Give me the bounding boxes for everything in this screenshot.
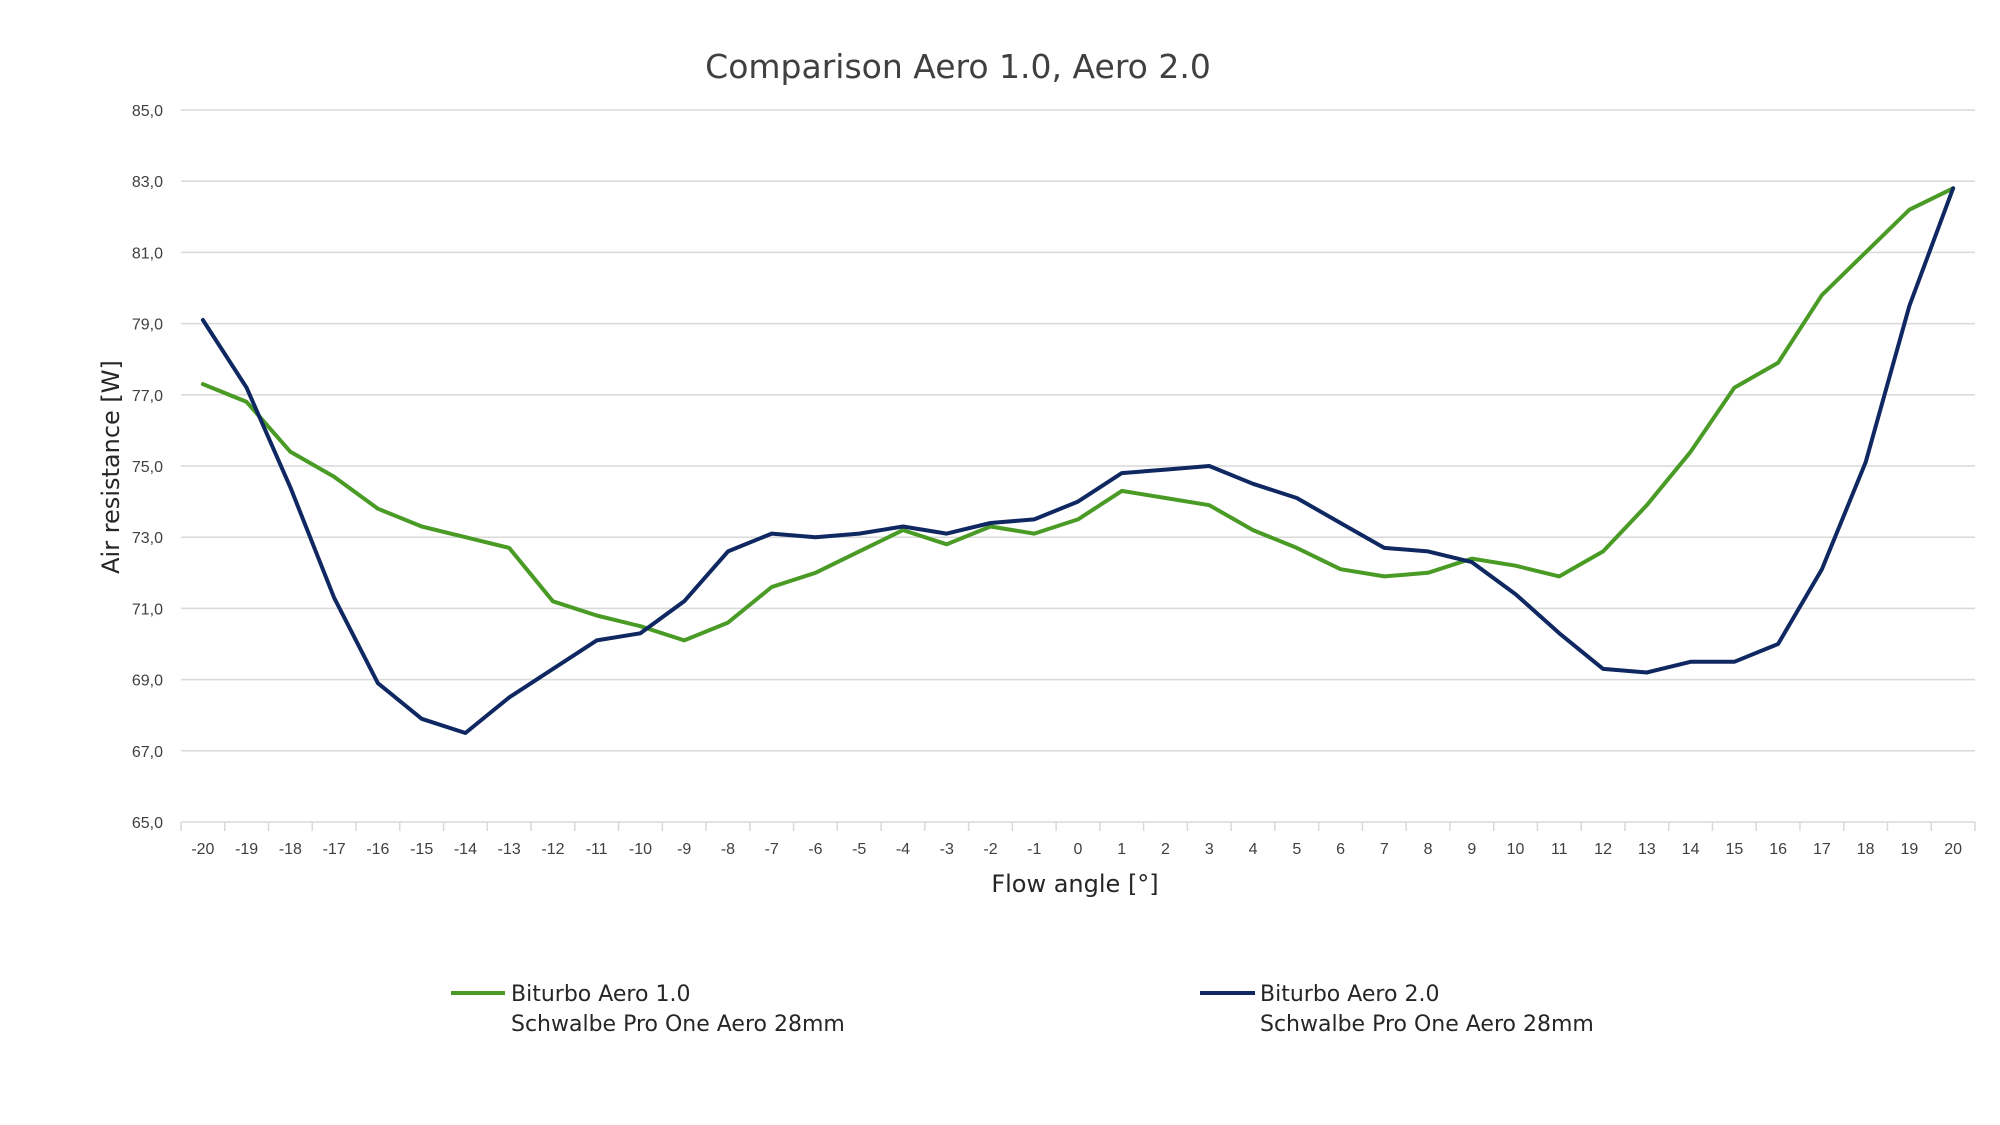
x-tick-label: 0 [1074,841,1083,858]
x-tick-label: -1 [1027,841,1041,858]
x-tick-label: -17 [323,841,346,858]
x-tick-label: -14 [454,841,477,858]
series-lines [200,186,1956,735]
chart-title: Comparison Aero 1.0, Aero 2.0 [705,47,1211,86]
x-tick-label: 6 [1336,841,1345,858]
x-tick-label: -16 [366,841,389,858]
legend-sublabel-aero-2: Schwalbe Pro One Aero 28mm [1260,1012,1594,1037]
x-tick-label: 4 [1249,841,1258,858]
x-tick-label: 18 [1857,841,1875,858]
x-tick-label: 2 [1161,841,1170,858]
x-tick-label: -18 [279,841,302,858]
legend-label-aero-1: Biturbo Aero 1.0 [511,982,690,1007]
x-tick-label: 10 [1507,841,1525,858]
y-tick-label: 67,0 [132,744,163,761]
x-tick-label: 15 [1725,841,1743,858]
x-tick-label: -19 [235,841,258,858]
gridlines [181,109,1975,823]
x-tick-label: 17 [1813,841,1831,858]
y-tick-label: 69,0 [132,673,163,690]
x-axis-title: Flow angle [°] [991,870,1158,898]
x-tick-label: -7 [765,841,779,858]
x-tick-label: -4 [896,841,910,858]
x-tick-label: 16 [1769,841,1787,858]
x-tick-label: -10 [629,841,652,858]
x-tick-label: -9 [677,841,691,858]
x-tick-label: -3 [940,841,954,858]
y-tick-label: 73,0 [132,530,163,547]
x-tick-label: 12 [1594,841,1612,858]
legend-label-aero-2: Biturbo Aero 2.0 [1260,982,1439,1007]
x-tick-label: -13 [498,841,521,858]
x-tick-label: 3 [1205,841,1214,858]
x-tick-label: 5 [1292,841,1301,858]
x-tick-label: -15 [410,841,433,858]
series-line-aero-1 [200,186,1956,643]
x-tick-label: -6 [808,841,822,858]
x-tick-label: -20 [191,841,214,858]
legend: Biturbo Aero 1.0 Schwalbe Pro One Aero 2… [451,982,1594,1037]
legend-item-aero-2[interactable]: Biturbo Aero 2.0 Schwalbe Pro One Aero 2… [1200,982,1594,1037]
x-tick-label: 1 [1117,841,1126,858]
x-tick-label: -8 [721,841,735,858]
x-tick-label: 11 [1551,841,1568,858]
y-tick-label: 77,0 [132,388,163,405]
y-tick-label: 71,0 [132,601,163,618]
x-tick-label: -5 [852,841,866,858]
y-tick-label: 81,0 [132,245,163,262]
y-axis-ticks: 65,0 67,0 69,0 71,0 73,0 75,0 77,0 79,0 81,0 83,0… [132,103,163,832]
x-tick-label: -12 [541,841,564,858]
x-axis-ticks: -20 -19 -18 -17 -16 -15 -14 -13 -12 -11 -10 -9 -8 -7-… [180,822,1976,858]
x-tick-label: -11 [586,841,608,858]
legend-sublabel-aero-1: Schwalbe Pro One Aero 28mm [511,1012,845,1037]
x-tick-label: -2 [983,841,997,858]
x-tick-label: 14 [1682,841,1700,858]
y-tick-label: 83,0 [132,174,163,191]
y-tick-label: 85,0 [132,103,163,120]
x-tick-label: 8 [1424,841,1433,858]
y-axis-title: Air resistance [W] [97,360,125,574]
legend-item-aero-1[interactable]: Biturbo Aero 1.0 Schwalbe Pro One Aero 2… [451,982,845,1037]
x-tick-label: 9 [1467,841,1476,858]
y-tick-label: 65,0 [132,815,163,832]
y-tick-label: 75,0 [132,459,163,476]
y-tick-label: 79,0 [132,317,163,334]
series-line-aero-2 [200,186,1956,735]
x-tick-label: 13 [1638,841,1656,858]
x-tick-label: 19 [1900,841,1918,858]
x-tick-label: 7 [1380,841,1389,858]
x-tick-label: 20 [1944,841,1962,858]
